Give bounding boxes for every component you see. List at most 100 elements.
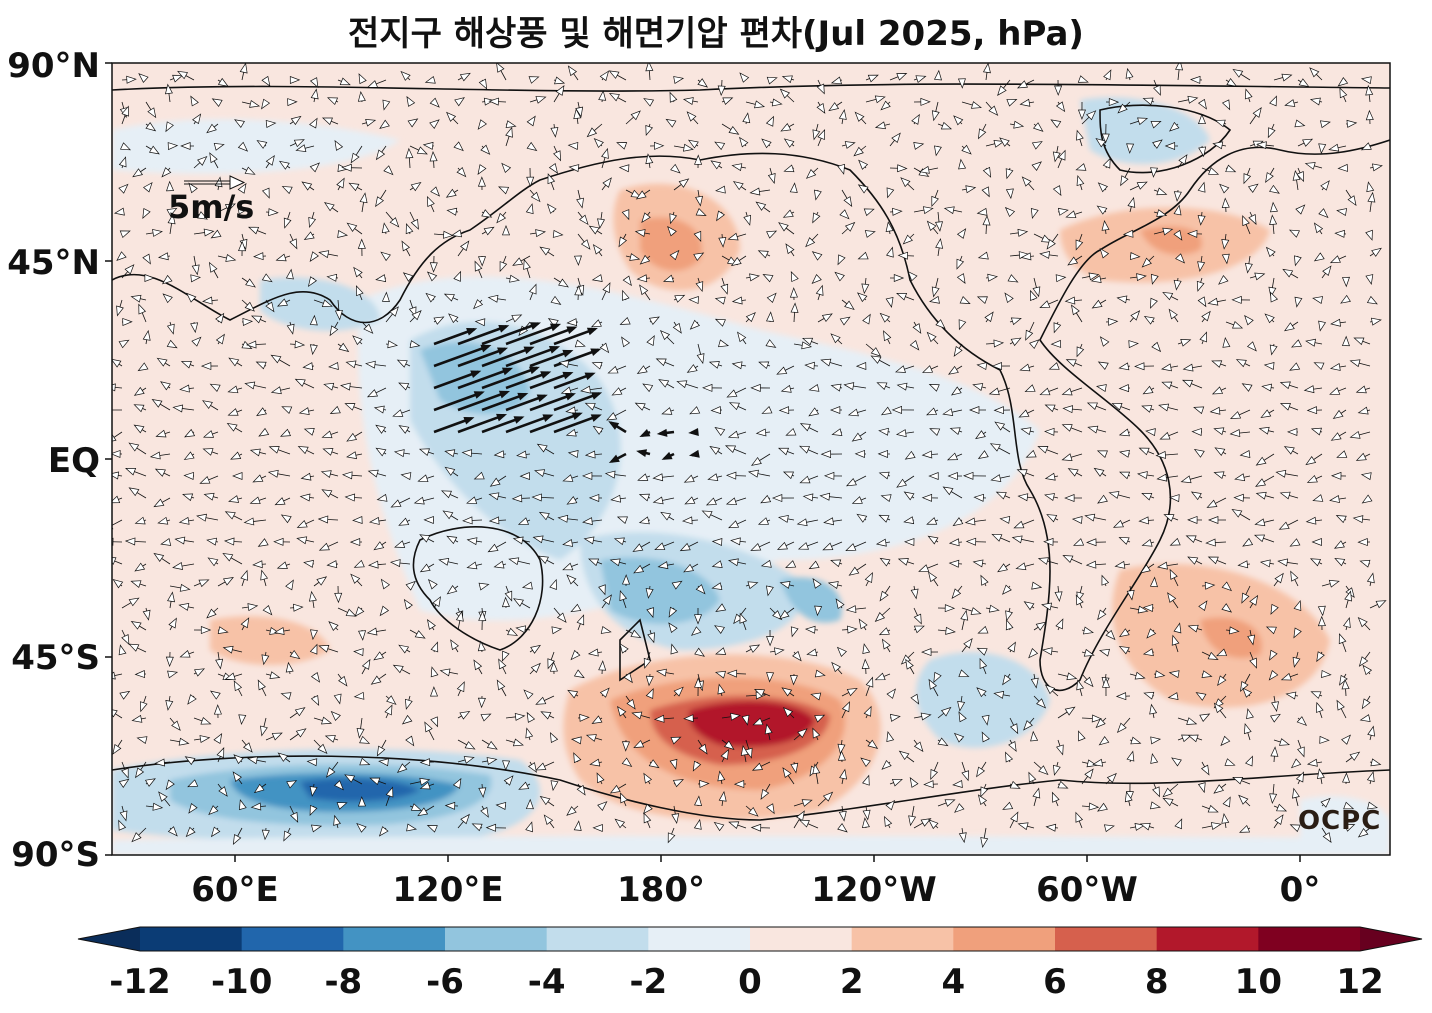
wind-arrow	[481, 346, 535, 368]
wind-arrow	[298, 407, 315, 416]
wind-arrow	[717, 683, 726, 697]
wind-arrow	[896, 382, 915, 391]
wind-arrow	[1279, 403, 1299, 411]
wind-arrow	[258, 427, 270, 437]
wind-arrow	[157, 252, 171, 261]
wind-arrow	[119, 230, 131, 239]
wind-arrow	[241, 299, 255, 312]
wind-arrow	[918, 165, 939, 174]
wind-arrow	[353, 691, 365, 700]
wind-arrow	[529, 189, 541, 203]
wind-arrow	[227, 385, 243, 394]
wind-arrow	[1033, 233, 1053, 243]
wind-arrow	[365, 360, 387, 369]
wind-arrow	[790, 302, 799, 323]
wind-arrow	[812, 578, 822, 589]
wind-arrow	[473, 659, 483, 675]
wind-arrow	[1229, 429, 1251, 438]
wind-arrow	[1366, 295, 1378, 305]
wind-arrow	[142, 253, 151, 265]
wind-arrow	[505, 120, 517, 129]
wind-arrow	[501, 162, 512, 174]
wind-arrow	[1081, 648, 1095, 657]
wind-arrow	[380, 251, 391, 262]
wind-arrow	[894, 365, 915, 373]
wind-arrow	[1030, 289, 1038, 301]
wind-arrow	[1153, 670, 1166, 679]
wind-arrow	[1002, 673, 1012, 686]
wind-arrow	[1334, 229, 1347, 238]
wind-arrow	[283, 211, 292, 229]
wind-arrow	[711, 538, 723, 547]
wind-arrow	[948, 559, 963, 568]
wind-arrow	[1101, 123, 1110, 144]
wind-arrow	[329, 405, 341, 414]
wind-arrow	[370, 673, 387, 685]
wind-arrow	[721, 123, 740, 135]
wind-arrow	[753, 688, 771, 697]
wind-arrow	[812, 211, 821, 224]
wind-arrow	[1105, 629, 1116, 641]
wind-arrow	[1231, 508, 1251, 521]
wind-arrow	[453, 141, 464, 152]
wind-arrow	[138, 73, 149, 83]
wind-arrow	[1199, 331, 1207, 345]
wind-arrow	[652, 496, 675, 505]
wind-arrow	[961, 185, 977, 194]
wind-arrow	[130, 620, 147, 631]
wind-arrow	[276, 561, 291, 569]
wind-arrow	[457, 240, 470, 257]
wind-arrow	[608, 452, 627, 464]
wind-arrow	[874, 121, 891, 130]
wind-arrow	[422, 141, 435, 150]
wind-arrow	[1150, 167, 1159, 178]
wind-arrow	[1097, 182, 1109, 193]
wind-arrow	[1159, 431, 1179, 440]
wind-arrow	[1099, 247, 1110, 259]
wind-arrow	[1168, 121, 1180, 132]
colorbar-tick-label: 10	[1234, 962, 1282, 1002]
wind-arrow	[1020, 427, 1035, 436]
wind-arrow	[1365, 229, 1373, 241]
wind-arrow	[1150, 121, 1162, 129]
wind-arrow	[673, 294, 686, 303]
wind-arrow	[289, 115, 302, 126]
wind-arrow	[995, 491, 1011, 500]
wind-arrow	[695, 584, 706, 595]
wind-arrow	[1270, 603, 1279, 615]
wind-arrow	[982, 166, 992, 178]
wind-arrow	[444, 449, 459, 458]
wind-arrow	[973, 493, 987, 502]
wind-arrow	[487, 294, 507, 303]
wind-arrow	[166, 207, 178, 217]
wind-arrow	[474, 318, 486, 327]
wind-arrow	[714, 141, 726, 151]
wind-arrow	[1099, 336, 1110, 347]
wind-arrow	[233, 680, 243, 697]
lat-label-eq: EQ	[47, 441, 100, 481]
wind-arrow	[252, 560, 267, 569]
wind-arrow	[865, 95, 886, 104]
wind-arrow	[166, 339, 178, 349]
wind-arrow	[337, 342, 350, 353]
wind-arrow	[558, 360, 579, 369]
colorbar-bin	[851, 927, 954, 951]
wind-arrow	[1284, 321, 1299, 332]
wind-arrow	[208, 261, 219, 279]
wind-arrow	[1102, 157, 1111, 169]
colorbar-bin	[343, 927, 446, 951]
wind-arrow	[688, 427, 699, 436]
wind-arrow	[716, 210, 725, 222]
wind-arrow	[1201, 651, 1219, 660]
wind-arrow	[375, 274, 387, 283]
wind-arrow	[949, 427, 963, 435]
wind-arrow	[934, 69, 942, 81]
wind-arrow	[724, 445, 747, 455]
wind-arrow	[273, 627, 291, 635]
wind-arrow	[950, 386, 963, 396]
wind-arrow	[303, 231, 315, 240]
wind-arrow	[1290, 570, 1299, 587]
wind-arrow	[1005, 167, 1014, 180]
wind-arrow	[1118, 362, 1131, 371]
wind-arrow	[676, 380, 699, 389]
